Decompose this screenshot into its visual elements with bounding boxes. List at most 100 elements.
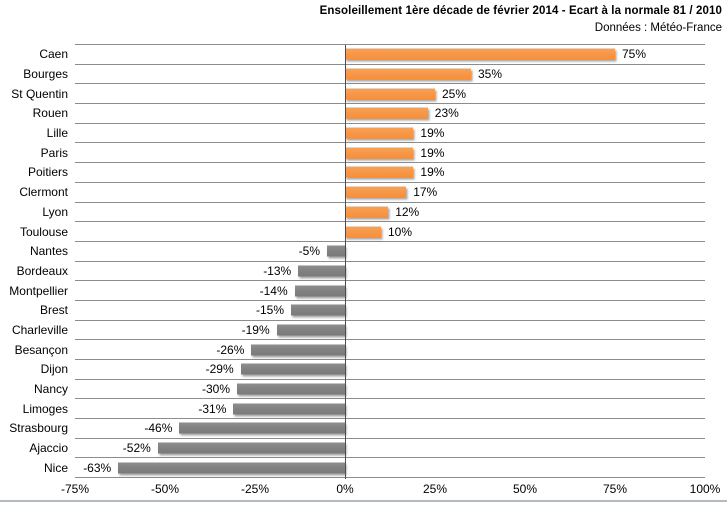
data-bar bbox=[345, 48, 615, 60]
value-label: -19% bbox=[241, 322, 270, 337]
bar-row: Caen 75% bbox=[39, 45, 705, 65]
bar-row: Nantes -5% bbox=[30, 242, 705, 262]
category-label: Montpellier bbox=[9, 283, 68, 298]
data-bar bbox=[294, 285, 345, 297]
value-label: -52% bbox=[122, 441, 151, 456]
data-bar bbox=[345, 88, 435, 100]
value-label: -5% bbox=[298, 244, 320, 259]
data-bar bbox=[345, 147, 414, 159]
chart-subtitle: Données : Météo-France bbox=[594, 22, 722, 34]
category-label: Charleville bbox=[11, 322, 68, 337]
category-label: Lyon bbox=[42, 204, 68, 219]
value-label: -63% bbox=[83, 460, 112, 475]
data-bar bbox=[345, 226, 381, 238]
bar-row: St Quentin 25% bbox=[11, 84, 705, 105]
zero-axis-line bbox=[345, 45, 346, 479]
data-bar bbox=[233, 403, 345, 415]
category-label: Rouen bbox=[32, 106, 68, 121]
value-label: 25% bbox=[441, 86, 467, 101]
data-bar bbox=[345, 166, 414, 178]
data-bar bbox=[345, 186, 407, 198]
bar-row: Lyon 12% bbox=[42, 203, 705, 223]
data-bar bbox=[157, 442, 345, 454]
category-label: Clermont bbox=[19, 185, 68, 200]
data-bar bbox=[345, 206, 389, 218]
data-bar bbox=[345, 107, 428, 119]
x-axis-tick-label: 25% bbox=[422, 482, 448, 496]
value-label: -31% bbox=[198, 401, 227, 416]
plot-area: Caen 75% Bourges 35% St Quentin 25% Rouen 23% Li… bbox=[9, 44, 705, 479]
category-label: Toulouse bbox=[19, 224, 68, 239]
bar-row: Ajaccio -52% bbox=[29, 439, 705, 459]
category-label: Lille bbox=[46, 126, 68, 141]
x-axis-tick-label: 100% bbox=[689, 482, 721, 496]
category-label: Nancy bbox=[33, 382, 68, 397]
bar-row: Nancy -30% bbox=[34, 380, 705, 400]
bar-row: Clermont 17% bbox=[19, 183, 705, 203]
value-label: 19% bbox=[420, 145, 445, 160]
data-bar bbox=[291, 304, 345, 316]
x-axis-tick-label: 0% bbox=[336, 482, 354, 496]
category-label: Poitiers bbox=[27, 165, 68, 180]
data-bar bbox=[345, 127, 414, 139]
value-label: -30% bbox=[201, 382, 230, 397]
value-label: 10% bbox=[388, 224, 413, 239]
chart-title: Ensoleillement 1ère décade de février 20… bbox=[319, 5, 722, 17]
x-axis: -75% -50% -25% 0% 25% 50% 75% 100% bbox=[61, 482, 720, 497]
category-label: Paris bbox=[40, 145, 68, 160]
value-label: 23% bbox=[434, 106, 459, 121]
x-axis-tick-label: -50% bbox=[150, 482, 180, 496]
data-bar bbox=[240, 363, 345, 375]
value-label: -14% bbox=[259, 283, 288, 298]
value-label: -15% bbox=[255, 303, 284, 318]
value-label: 12% bbox=[395, 204, 420, 219]
category-label: Besançon bbox=[14, 342, 68, 357]
bar-row: Strasbourg -46% bbox=[9, 419, 705, 439]
value-label: 17% bbox=[413, 185, 438, 200]
data-bar bbox=[179, 422, 345, 434]
value-label: -46% bbox=[144, 421, 173, 436]
bar-row: Rouen 23% bbox=[33, 104, 705, 124]
category-label: Bordeaux bbox=[16, 263, 68, 278]
value-label: -13% bbox=[263, 263, 292, 278]
category-label: St Quentin bbox=[11, 86, 68, 101]
x-axis-tick-label: -25% bbox=[240, 482, 270, 496]
category-label: Bourges bbox=[23, 67, 68, 82]
value-label: 19% bbox=[420, 126, 445, 141]
bar-row: Paris 19% bbox=[41, 143, 705, 164]
bar-row: Nice -63% bbox=[44, 458, 705, 479]
bar-row: Dijon -29% bbox=[41, 360, 705, 380]
bar-row: Poitiers 19% bbox=[28, 163, 705, 183]
bar-row: Limoges -31% bbox=[23, 399, 705, 420]
x-axis-tick-label: 50% bbox=[512, 482, 538, 496]
value-label: -26% bbox=[216, 342, 245, 357]
data-bar bbox=[345, 68, 471, 80]
bar-row: Toulouse 10% bbox=[20, 222, 705, 242]
value-label: 75% bbox=[622, 47, 647, 62]
bar-row: Charleville -19% bbox=[12, 321, 705, 341]
data-bar bbox=[251, 344, 345, 356]
chart-header: Ensoleillement 1ère décade de février 20… bbox=[320, 3, 722, 37]
bar-row: Bordeaux -13% bbox=[17, 262, 705, 282]
bar-row: Montpellier -14% bbox=[9, 281, 705, 301]
category-label: Limoges bbox=[22, 401, 68, 416]
category-label: Ajaccio bbox=[29, 441, 68, 456]
data-bar bbox=[118, 462, 345, 474]
data-bar bbox=[298, 265, 345, 277]
x-axis-tick-label: 75% bbox=[602, 482, 628, 496]
category-label: Nantes bbox=[29, 244, 68, 259]
category-label: Brest bbox=[39, 303, 68, 318]
data-bar bbox=[327, 245, 345, 257]
data-bar bbox=[276, 324, 345, 336]
category-label: Nice bbox=[43, 460, 68, 475]
data-bar bbox=[236, 383, 345, 395]
x-axis-tick-label: -75% bbox=[60, 482, 90, 496]
category-label: Dijon bbox=[40, 362, 68, 377]
category-label: Caen bbox=[39, 47, 68, 62]
value-label: 19% bbox=[420, 165, 445, 180]
bottom-edge-divider bbox=[0, 500, 727, 502]
bar-row: Besançon -26% bbox=[15, 340, 705, 360]
value-label: 35% bbox=[478, 67, 503, 82]
bar-row: Bourges 35% bbox=[23, 65, 705, 85]
category-label: Strasbourg bbox=[9, 421, 68, 436]
